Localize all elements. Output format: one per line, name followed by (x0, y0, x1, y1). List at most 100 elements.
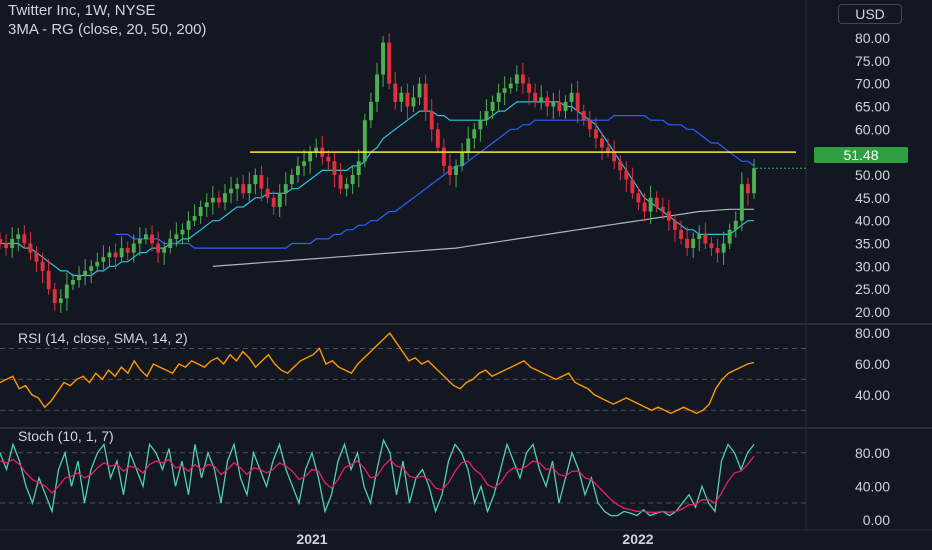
candle-body[interactable] (448, 165, 452, 175)
candle-body[interactable] (697, 234, 702, 239)
stoch-line-k[interactable] (0, 438, 755, 517)
candle-body[interactable] (429, 111, 434, 130)
candle-body[interactable] (119, 248, 124, 258)
candle-body[interactable] (235, 184, 240, 189)
candle-body[interactable] (417, 83, 422, 98)
candle-body[interactable] (441, 147, 446, 166)
candle-body[interactable] (362, 120, 367, 162)
candle-body[interactable] (703, 234, 708, 244)
candle-body[interactable] (64, 284, 69, 299)
candle-body[interactable] (326, 156, 331, 162)
currency-button[interactable]: USD (838, 4, 902, 24)
candle-body[interactable] (302, 161, 306, 166)
candle-body[interactable] (746, 184, 750, 194)
candle-body[interactable] (204, 202, 209, 207)
candle-body[interactable] (28, 243, 33, 253)
candle-body[interactable] (229, 188, 233, 194)
candle-body[interactable] (478, 120, 483, 130)
candle-body[interactable] (156, 243, 161, 253)
candle-body[interactable] (77, 275, 81, 281)
candle-body[interactable] (186, 220, 191, 230)
candle-body[interactable] (551, 101, 556, 107)
price-pane[interactable] (0, 33, 806, 313)
candle-body[interactable] (466, 138, 471, 153)
candle-body[interactable] (192, 216, 197, 221)
candle-body[interactable] (265, 188, 270, 198)
candle-body[interactable] (752, 168, 756, 194)
candle-body[interactable] (271, 197, 276, 207)
candle-body[interactable] (691, 238, 696, 248)
candle-body[interactable] (52, 289, 57, 303)
candle-body[interactable] (660, 207, 665, 212)
candle-body[interactable] (387, 42, 392, 84)
candle-body[interactable] (168, 238, 173, 248)
candle-body[interactable] (223, 193, 227, 203)
candle-body[interactable] (539, 97, 544, 102)
candle-body[interactable] (58, 298, 63, 303)
candle-body[interactable] (0, 238, 3, 244)
candle-body[interactable] (502, 88, 507, 93)
candle-body[interactable] (289, 175, 294, 185)
candle-body[interactable] (533, 92, 538, 102)
candle-body[interactable] (648, 197, 653, 212)
candle-body[interactable] (253, 175, 258, 185)
candle-body[interactable] (356, 161, 361, 175)
candle-body[interactable] (40, 261, 45, 271)
candle-body[interactable] (241, 184, 246, 194)
candle-body[interactable] (107, 252, 112, 258)
candle-body[interactable] (575, 92, 580, 112)
candle-body[interactable] (113, 252, 118, 258)
candle-body[interactable] (381, 42, 385, 75)
candle-body[interactable] (606, 147, 610, 153)
candle-body[interactable] (666, 211, 671, 221)
candle-body[interactable] (527, 83, 531, 93)
rsi-line[interactable] (0, 332, 755, 415)
candle-body[interactable] (496, 92, 501, 102)
candle-body[interactable] (685, 238, 690, 248)
candle-body[interactable] (636, 193, 641, 203)
candle-body[interactable] (399, 92, 404, 102)
candle-body[interactable] (600, 138, 604, 148)
candle-body[interactable] (411, 97, 416, 107)
candle-body[interactable] (484, 111, 489, 121)
candle-body[interactable] (344, 184, 349, 189)
candle-body[interactable] (217, 197, 221, 203)
candle-body[interactable] (460, 152, 465, 166)
candle-body[interactable] (137, 238, 142, 244)
candle-body[interactable] (46, 270, 51, 290)
candle-body[interactable] (277, 193, 282, 207)
stoch-line-d[interactable] (0, 455, 755, 513)
candle-body[interactable] (393, 83, 398, 102)
stoch-pane[interactable] (0, 438, 806, 517)
candle-body[interactable] (508, 83, 513, 89)
candle-body[interactable] (490, 101, 495, 111)
candle-body[interactable] (654, 197, 659, 207)
candle-body[interactable] (472, 129, 477, 139)
symbol-title[interactable]: Twitter Inc, 1W, NYSE (8, 2, 156, 19)
candle-body[interactable] (10, 238, 15, 248)
candle-body[interactable] (423, 83, 428, 112)
candle-body[interactable] (198, 207, 203, 217)
candle-body[interactable] (369, 101, 373, 121)
candle-body[interactable] (594, 129, 598, 139)
candle-body[interactable] (16, 234, 21, 239)
candle-body[interactable] (435, 129, 440, 148)
candle-body[interactable] (514, 74, 519, 84)
indicator-title[interactable]: 3MA - RG (close, 20, 50, 200) (8, 21, 207, 38)
candle-body[interactable] (709, 243, 714, 249)
candle-body[interactable] (4, 243, 8, 249)
candle-body[interactable] (101, 257, 106, 262)
candle-body[interactable] (581, 111, 586, 121)
candle-body[interactable] (618, 161, 623, 171)
candle-body[interactable] (34, 252, 39, 262)
candle-body[interactable] (587, 120, 592, 130)
candle-body[interactable] (557, 101, 562, 111)
candle-body[interactable] (22, 234, 27, 244)
candle-body[interactable] (131, 243, 136, 253)
candle-body[interactable] (125, 248, 130, 253)
candle-body[interactable] (247, 184, 252, 194)
candle-body[interactable] (150, 234, 154, 244)
candle-body[interactable] (71, 280, 75, 285)
candle-body[interactable] (569, 92, 574, 102)
